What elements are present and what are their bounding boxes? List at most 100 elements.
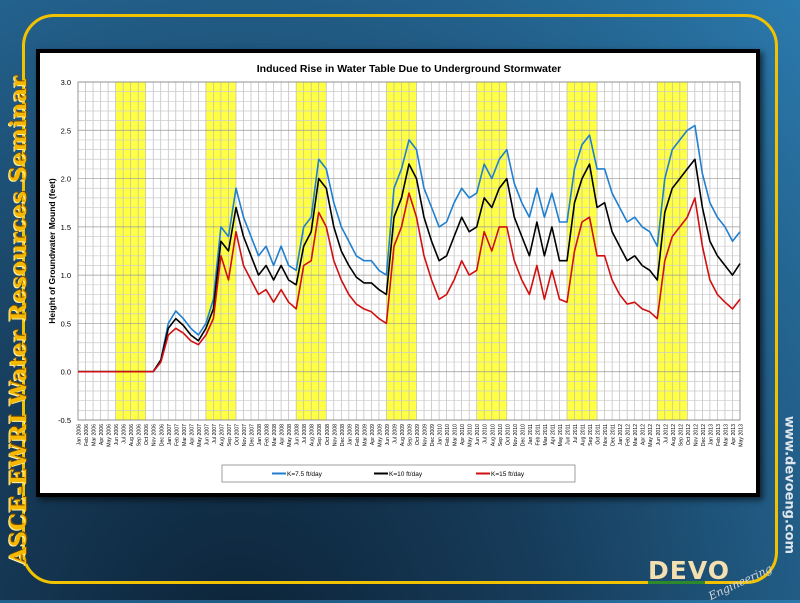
- series-line-1: [78, 124, 741, 373]
- x-tick-label: Aug 2012: [671, 424, 677, 446]
- x-tick-label: May 2011: [558, 424, 564, 447]
- y-tick-label: 0.5: [61, 319, 71, 328]
- x-tick-label: May 2008: [287, 424, 293, 447]
- x-tick-label: Mar 2006: [92, 424, 98, 446]
- x-tick-label: Jun 2011: [565, 424, 571, 445]
- x-tick-label: May 2006: [107, 424, 113, 447]
- x-tick-label: Nov 2007: [242, 424, 248, 446]
- x-tick-label: Dec 2012: [701, 424, 707, 446]
- x-tick-label: May 2007: [197, 424, 203, 447]
- x-tick-label: Jan 2008: [257, 424, 263, 445]
- y-tick-label: 3.0: [61, 78, 71, 87]
- x-tick-label: Oct 2011: [596, 424, 602, 445]
- series-line-3: [78, 192, 741, 373]
- x-tick-label: Sep 2009: [408, 424, 414, 446]
- x-tick-label: Mar 2012: [633, 424, 639, 446]
- x-tick-label: Jul 2009: [392, 424, 398, 444]
- x-tick-label: May 2013: [739, 424, 745, 447]
- x-tick-label: Jun 2012: [656, 424, 662, 445]
- chart-title: Induced Rise in Water Table Due to Under…: [257, 63, 562, 75]
- x-tick-label: Oct 2012: [686, 424, 692, 445]
- x-tick-label: Jun 2009: [385, 424, 391, 445]
- x-tick-label: Apr 2011: [550, 424, 556, 445]
- series-line-2: [78, 158, 741, 373]
- x-tick-label: Jul 2011: [573, 424, 579, 443]
- x-tick-label: Aug 2008: [310, 424, 316, 446]
- x-tick-label: Jan 2013: [708, 424, 714, 445]
- x-tick-label: Dec 2007: [250, 424, 256, 446]
- y-tick-label: 1.0: [61, 271, 71, 280]
- x-tick-label: Jul 2010: [483, 424, 489, 444]
- x-tick-label: Aug 2011: [581, 424, 587, 446]
- legend-box: [221, 464, 576, 483]
- x-tick-label: Feb 2012: [626, 424, 632, 446]
- x-tick-label: Mar 2010: [453, 424, 459, 446]
- x-tick-label: Jun 2006: [114, 424, 120, 445]
- x-tick-label: Dec 2006: [159, 424, 165, 446]
- x-tick-label: Aug 2010: [490, 424, 496, 446]
- x-tick-label: Nov 2008: [332, 424, 338, 446]
- x-tick-label: Apr 2010: [460, 424, 466, 445]
- x-tick-label: Apr 2006: [99, 424, 105, 445]
- x-tick-label: Oct 2010: [505, 424, 511, 445]
- x-tick-label: Oct 2006: [144, 424, 150, 445]
- x-tick-label: May 2009: [377, 424, 383, 447]
- x-tick-label: May 2010: [468, 424, 474, 447]
- x-tick-label: Sep 2008: [317, 424, 323, 446]
- x-tick-label: Nov 2009: [423, 424, 429, 446]
- x-tick-label: Jul 2006: [122, 424, 128, 444]
- x-tick-label: Feb 2008: [265, 424, 271, 446]
- x-tick-label: Feb 2013: [716, 424, 722, 446]
- x-tick-label: Jan 2007: [167, 424, 173, 445]
- y-axis-label: Height of Groundwater Mound (feet): [47, 178, 57, 324]
- x-tick-label: Dec 2011: [611, 424, 617, 446]
- x-tick-label: Mar 2008: [272, 424, 278, 446]
- x-tick-label: Jan 2011: [528, 424, 534, 445]
- x-tick-label: Sep 2010: [498, 424, 504, 446]
- x-tick-label: Oct 2007: [234, 424, 240, 445]
- y-tick-label: 1.5: [61, 223, 71, 232]
- x-tick-label: Sep 2006: [137, 424, 143, 446]
- legend-label-1: K=7.5 ft/day: [287, 471, 323, 478]
- x-tick-label: Jun 2008: [295, 424, 301, 445]
- slide-frame: [22, 14, 778, 584]
- x-tick-label: Mar 2007: [182, 424, 188, 446]
- x-tick-label: Feb 2009: [355, 424, 361, 446]
- x-tick-label: Nov 2010: [513, 424, 519, 446]
- x-tick-label: Feb 2010: [445, 424, 451, 446]
- x-tick-label: Nov 2006: [152, 424, 158, 446]
- x-tick-label: Jul 2012: [663, 424, 669, 444]
- x-tick-label: Jun 2010: [475, 424, 481, 445]
- y-tick-label: 0.0: [61, 368, 71, 377]
- x-tick-label: Dec 2008: [340, 424, 346, 446]
- x-tick-label: Mar 2011: [543, 424, 549, 446]
- x-tick-label: Oct 2009: [415, 424, 421, 445]
- x-tick-label: Apr 2013: [731, 424, 737, 445]
- x-tick-label: Jan 2009: [347, 424, 353, 445]
- x-tick-label: Oct 2008: [325, 424, 331, 445]
- x-tick-label: Feb 2007: [174, 424, 180, 446]
- x-tick-label: Feb 2006: [84, 424, 90, 446]
- plot-border: [77, 81, 741, 421]
- x-tick-label: Jul 2008: [302, 424, 308, 444]
- x-tick-label: Apr 2009: [370, 424, 376, 445]
- legend-label-2: K=10 ft/day: [389, 471, 423, 478]
- x-tick-label: Nov 2012: [693, 424, 699, 446]
- x-tick-label: Feb 2011: [535, 424, 541, 446]
- y-tick-label: 2.5: [61, 126, 71, 135]
- x-tick-label: May 2012: [648, 424, 654, 447]
- x-tick-label: Sep 2007: [227, 424, 233, 446]
- logo-text: DEVO: [648, 556, 730, 585]
- x-tick-label: Nov 2011: [603, 424, 609, 446]
- x-tick-label: Dec 2010: [520, 424, 526, 446]
- x-tick-label: Mar 2013: [723, 424, 729, 446]
- x-tick-label: Sep 2012: [678, 424, 684, 446]
- x-tick-label: Apr 2008: [280, 424, 286, 445]
- x-tick-label: Aug 2007: [219, 424, 225, 446]
- x-tick-label: Jul 2007: [212, 424, 218, 444]
- devo-logo: DEVO Engineering: [648, 556, 774, 603]
- x-tick-label: Mar 2009: [362, 424, 368, 446]
- x-tick-label: Jan 2012: [618, 424, 624, 445]
- y-tick-label: -0.5: [58, 416, 71, 425]
